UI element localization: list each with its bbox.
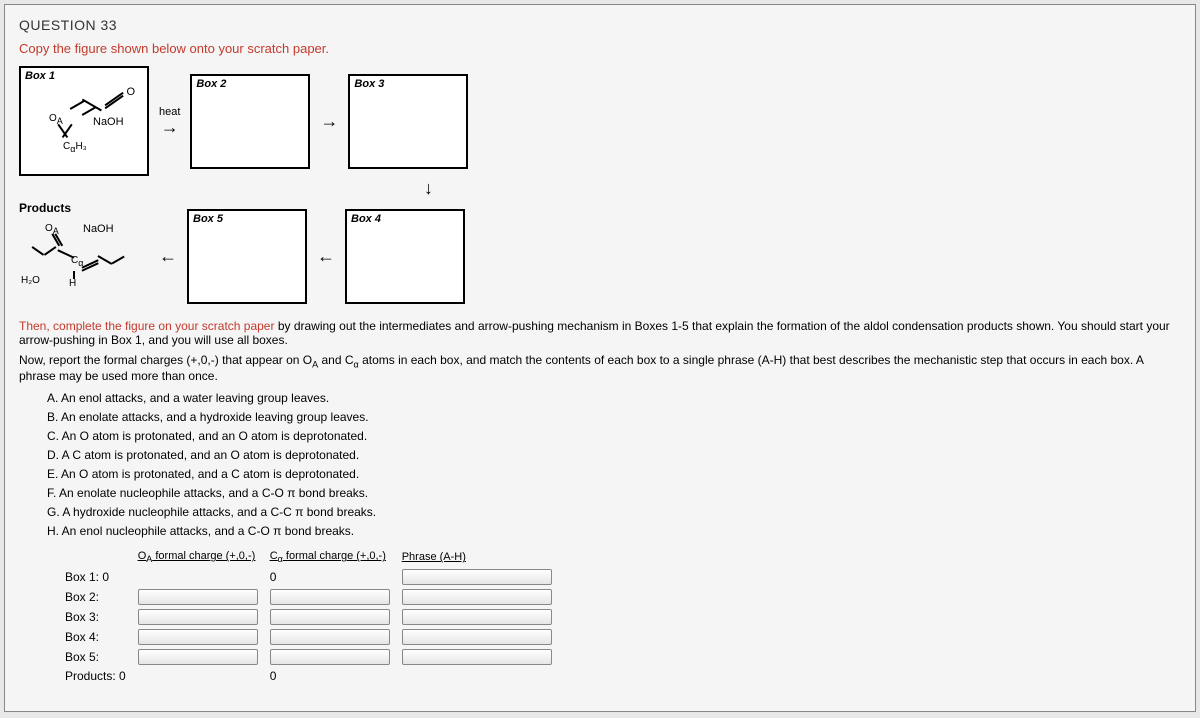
table-head: OA formal charge (+,0,-) Cα formal charg…: [59, 548, 558, 566]
col-ca: Cα formal charge (+,0,-): [264, 548, 396, 566]
box1-ca-value: 0: [264, 567, 396, 587]
now-instruction: Now, report the formal charges (+,0,-) t…: [19, 353, 1181, 383]
row-label: Products: 0: [59, 667, 132, 685]
left-arrow-icon: ←: [159, 246, 177, 267]
box-3-label: Box 3: [354, 78, 384, 90]
box5-phrase-input[interactable]: [402, 649, 552, 665]
options-list: A. An enol attacks, and a water leaving …: [19, 391, 1181, 538]
answer-table: OA formal charge (+,0,-) Cα formal charg…: [59, 548, 558, 684]
table-row: Box 3:: [59, 607, 558, 627]
list-item: B. An enolate attacks, and a hydroxide l…: [47, 410, 1181, 424]
naoh-label: NaOH: [93, 116, 124, 128]
table-row: Box 1: 0 0: [59, 567, 558, 587]
question-page: QUESTION 33 Copy the figure shown below …: [4, 4, 1196, 712]
row-label: Box 3:: [59, 607, 132, 627]
box-1-molecule: O OA CαH₃ NaOH: [21, 68, 147, 174]
right-arrow-icon: →: [320, 111, 338, 132]
box4-ca-input[interactable]: [270, 629, 390, 645]
list-item: E. An O atom is protonated, and a C atom…: [47, 467, 1181, 481]
list-item: D. A C atom is protonated, and an O atom…: [47, 448, 1181, 462]
box-2-label: Box 2: [196, 78, 226, 90]
box-2: Box 2: [190, 74, 310, 169]
box-4: Box 4: [345, 209, 465, 304]
box4-oa-input[interactable]: [138, 629, 258, 645]
box5-oa-input[interactable]: [138, 649, 258, 665]
box2-phrase-input[interactable]: [402, 589, 552, 605]
naoh-label-2: NaOH: [83, 223, 114, 235]
box3-oa-input[interactable]: [138, 609, 258, 625]
row-label: Box 4:: [59, 627, 132, 647]
col-phrase: Phrase (A-H): [396, 548, 558, 566]
oxygen-label: O: [126, 86, 135, 98]
box3-ca-input[interactable]: [270, 609, 390, 625]
products-molecule: OA NaOH Cα H H₂O: [19, 215, 149, 325]
copy-instruction: Copy the figure shown below onto your sc…: [19, 41, 1181, 56]
box4-phrase-input[interactable]: [402, 629, 552, 645]
down-arrow-icon: ↓: [424, 178, 433, 199]
table-row: Box 5:: [59, 647, 558, 667]
box-4-label: Box 4: [351, 213, 381, 225]
box-1: Box 1 O OA CαH₃ NaOH: [19, 66, 149, 176]
table-row: Box 2:: [59, 587, 558, 607]
heat-label: heat: [159, 107, 180, 118]
box3-phrase-input[interactable]: [402, 609, 552, 625]
list-item: F. An enolate nucleophile attacks, and a…: [47, 486, 1181, 500]
left-arrow-icon: ←: [317, 246, 335, 267]
products-ca-value: 0: [264, 667, 396, 685]
box5-ca-input[interactable]: [270, 649, 390, 665]
row-label: Box 5:: [59, 647, 132, 667]
right-arrow-icon: →: [161, 118, 179, 136]
h-label: H: [69, 278, 76, 289]
box-5: Box 5: [187, 209, 307, 304]
row-label: Box 1: 0: [59, 567, 132, 587]
figure-grid: Box 1 O OA CαH₃ NaOH: [19, 66, 468, 311]
box2-ca-input[interactable]: [270, 589, 390, 605]
then-instruction: Then, complete the figure on your scratc…: [19, 319, 1181, 347]
list-item: A. An enol attacks, and a water leaving …: [47, 391, 1181, 405]
figure-area: Box 1 O OA CαH₃ NaOH: [19, 66, 1181, 311]
ca-h3-label: CαH₃: [63, 141, 87, 154]
col-oa: OA formal charge (+,0,-): [132, 548, 264, 566]
h2o-label: H₂O: [21, 275, 40, 286]
table-row: Box 4:: [59, 627, 558, 647]
question-number: QUESTION 33: [19, 17, 1181, 33]
products-box: Products OA NaOH Cα: [19, 201, 149, 311]
oa-label: OA: [49, 113, 63, 126]
arrow-heat: heat →: [159, 107, 180, 136]
table-row: Products: 0 0: [59, 667, 558, 685]
down-arrow-wrap: ↓: [424, 178, 468, 199]
list-item: G. A hydroxide nucleophile attacks, and …: [47, 505, 1181, 519]
row-label: Box 2:: [59, 587, 132, 607]
box-3: Box 3: [348, 74, 468, 169]
figure-row-bottom: Products OA NaOH Cα: [19, 201, 468, 311]
list-item: H. An enol nucleophile attacks, and a C-…: [47, 524, 1181, 538]
figure-row-top: Box 1 O OA CαH₃ NaOH: [19, 66, 468, 176]
box2-oa-input[interactable]: [138, 589, 258, 605]
products-label: Products: [19, 201, 149, 215]
box-5-label: Box 5: [193, 213, 223, 225]
box1-phrase-input[interactable]: [402, 569, 552, 585]
list-item: C. An O atom is protonated, and an O ato…: [47, 429, 1181, 443]
